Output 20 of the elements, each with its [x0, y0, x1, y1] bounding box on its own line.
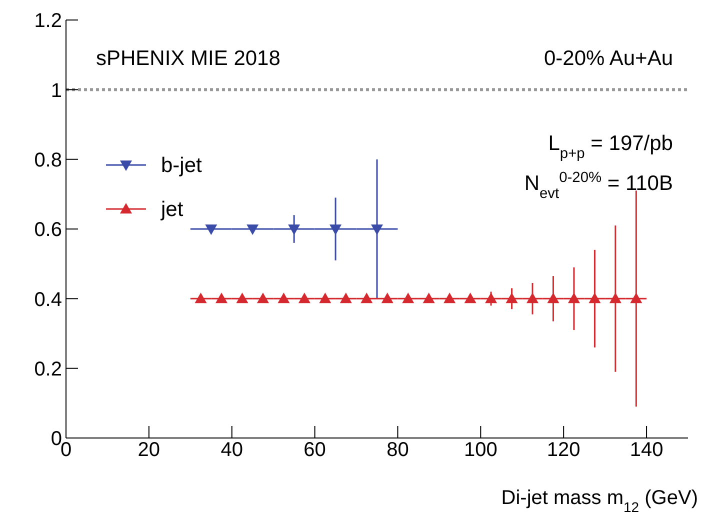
y-tick-label: 0.4: [34, 288, 62, 311]
y-tick-label: 0.6: [34, 219, 62, 242]
x-tick-label: 20: [138, 439, 160, 462]
x-tick-label: 140: [630, 439, 664, 462]
annotation: sPHENIX MIE 2018: [96, 47, 280, 70]
x-axis-title: Di-jet mass m$_{12}$ (GeV): [501, 487, 698, 515]
x-tick-label: 40: [220, 439, 243, 462]
y-tick-label: 1.2: [34, 10, 62, 32]
annotation: N$_{evt}$$^{0-20%}$ = 110B: [524, 170, 673, 202]
x-tick-label: 120: [546, 439, 580, 462]
y-tick-label: 1: [50, 80, 62, 102]
y-tick-label: 0.8: [34, 149, 62, 172]
x-tick-label: 80: [386, 439, 409, 462]
y-tick-label: 0.2: [34, 358, 62, 380]
legend-label: jet: [160, 198, 184, 221]
x-tick-label: 60: [304, 439, 326, 462]
x-tick-label: 100: [464, 439, 498, 462]
annotation: 0-20% Au+Au: [544, 47, 673, 70]
legend-label: b-jet: [161, 154, 202, 177]
annotation: L$_{p+p}$ = 197/pb: [548, 132, 673, 162]
